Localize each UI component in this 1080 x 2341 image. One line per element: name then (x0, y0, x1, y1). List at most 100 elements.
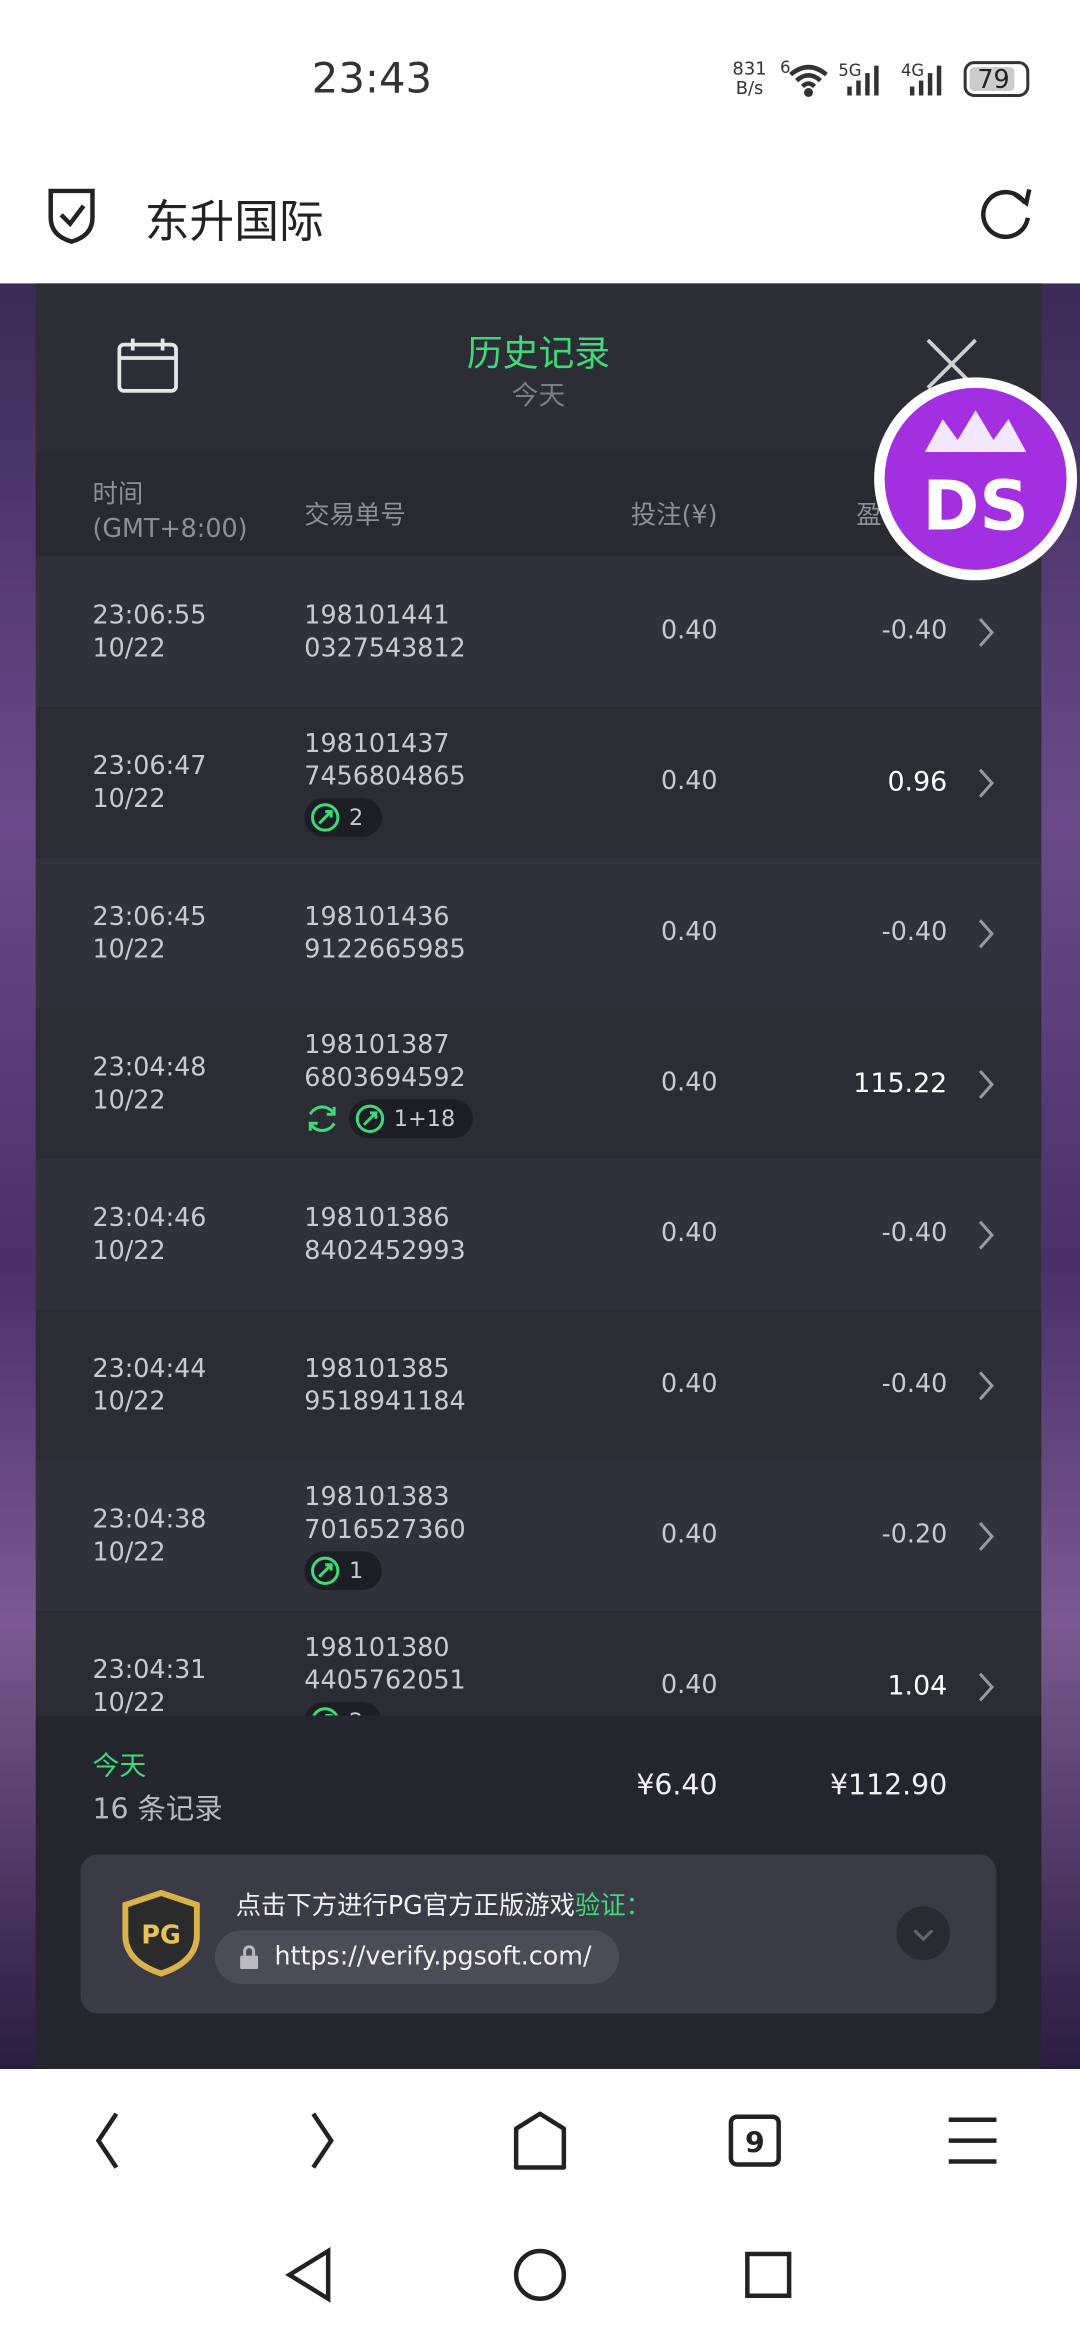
bet: 0.40 (661, 1068, 718, 1098)
id-cell: 198101441 0327543812 (304, 556, 465, 707)
time: 23:06:45 (92, 901, 207, 932)
battery (963, 61, 1030, 97)
badge-text: 2 (349, 1705, 363, 1715)
spin-icon (311, 803, 340, 832)
ds-logo-text: DS (922, 467, 1028, 547)
record-row[interactable]: 23:04:44 10/22 198101385 9518941184 0.40 -0.4… (35, 1309, 1042, 1461)
net-speed-value: 831 (732, 58, 767, 80)
time-cell: 23:04:38 10/22 (92, 1460, 206, 1611)
badge-row: 1+18 (304, 1099, 474, 1139)
record-row[interactable]: 23:04:46 10/22 198101386 8402452993 0.40 -0.4… (35, 1159, 1042, 1310)
forward-button[interactable] (311, 2112, 334, 2169)
reload-button[interactable] (976, 185, 1036, 245)
transaction-id: 8402452993 (304, 1235, 466, 1266)
badge: 2 (304, 798, 382, 837)
record-row[interactable]: 23:04:38 10/22 198101383 7016527360 1 0.40 -0.… (35, 1460, 1042, 1612)
col-id: 交易单号 (304, 501, 406, 532)
id-cell: 198101383 7016527360 1 (304, 1460, 466, 1611)
record-row[interactable]: 23:04:48 10/22 198101387 6803694592 1+18 0.40… (35, 1008, 1042, 1160)
badge-row: 2 (304, 798, 465, 837)
summary-bet: ¥6.40 (636, 1769, 718, 1802)
sys-recent[interactable] (745, 2251, 792, 2298)
col-timezone: (GMT+8:00) (92, 514, 248, 545)
time: 23:04:31 (92, 1655, 207, 1685)
transaction-id: 0327543812 (304, 633, 466, 664)
transaction-id: 198101387 (304, 1030, 450, 1061)
modal-title: 历史记录 (466, 332, 611, 375)
banner-text: 点击下方进行PG官方正版游戏验证： (236, 1884, 651, 1921)
badge-row: 2 (304, 1702, 465, 1716)
sys-home[interactable] (513, 2248, 567, 2301)
sys-back[interactable] (285, 2246, 331, 2303)
record-row[interactable]: 23:06:45 10/22 198101436 9122665985 0.40 -0.4… (35, 857, 1042, 1009)
banner-link-word: 验证 (574, 1891, 626, 1922)
shield-icon[interactable] (45, 185, 99, 245)
record-row[interactable]: 23:06:47 10/22 198101437 7456804865 2 0.40 0.9… (35, 707, 1042, 858)
pg-badge: PG (122, 1889, 200, 1977)
wifi-dot (804, 88, 813, 97)
battery-label: 79 (977, 64, 1009, 94)
transaction-id: 7456804865 (304, 762, 466, 793)
profit: -0.40 (881, 1218, 948, 1249)
net-speed: 831 B/s (732, 58, 767, 99)
status-time: 23:43 (311, 53, 433, 103)
chevron (978, 1070, 994, 1099)
time-cell: 23:04:48 10/22 (92, 1008, 206, 1159)
chevron (978, 1371, 994, 1401)
verify-banner[interactable]: PG 点击下方进行PG官方正版游戏验证： https://verify.pgso… (80, 1854, 997, 2014)
badge-text: 1+18 (393, 1105, 456, 1133)
transaction-id: 6803694592 (304, 1063, 466, 1094)
record-row[interactable]: 23:06:55 10/22 198101441 0327543812 0.40 -0.4… (35, 556, 1042, 708)
bet: 0.40 (661, 766, 718, 797)
badge: 2 (304, 1702, 382, 1716)
battery-level (969, 67, 1015, 91)
chevron (978, 618, 994, 647)
chevron (978, 919, 994, 949)
menu-button[interactable] (948, 2117, 997, 2164)
transaction-id: 198101441 (304, 600, 450, 631)
transaction-id: 9122665985 (304, 934, 466, 965)
net-speed-unit: B/s (735, 77, 764, 99)
transaction-id: 198101380 (304, 1633, 450, 1664)
verify-url[interactable]: https://verify.pgsoft.com/ (214, 1930, 619, 1984)
expand-button[interactable] (895, 1905, 952, 1962)
transaction-id: 198101383 (304, 1482, 450, 1513)
sig1-bars (847, 65, 879, 96)
ds-logo[interactable]: DS (871, 374, 1080, 583)
summary-label: 今天 (92, 1751, 147, 1783)
record-list: 23:06:55 10/22 198101441 0327543812 0.40 -0.4… (35, 556, 1042, 1716)
bet: 0.40 (661, 1670, 718, 1701)
profit: -0.20 (881, 1520, 948, 1550)
back-button[interactable] (95, 2112, 119, 2169)
status-icons: 6 5G 4G 79 (780, 58, 1030, 97)
transaction-id: 198101436 (304, 901, 450, 932)
badge: 1 (304, 1551, 382, 1591)
modal-header: 历史记录 今天 (35, 283, 1042, 451)
time-cell: 23:06:55 10/22 (92, 556, 206, 707)
time-cell: 23:06:45 10/22 (92, 858, 206, 1009)
badge-text: 1 (349, 1557, 364, 1585)
chevron (978, 1672, 994, 1702)
col-bet: 投注(¥) (630, 501, 718, 532)
time: 23:04:48 (92, 1052, 207, 1083)
bet: 0.40 (661, 1520, 718, 1550)
profit: -0.40 (881, 1369, 948, 1400)
date: 10/22 (92, 1235, 166, 1266)
wifi-label: 6 (780, 58, 790, 77)
calendar-button[interactable] (116, 337, 179, 394)
time-cell: 23:06:47 10/22 (92, 707, 206, 858)
time: 23:06:47 (92, 751, 207, 781)
home-button[interactable] (513, 2111, 567, 2170)
tabs-button[interactable] (728, 2114, 781, 2167)
transaction-id: 198101437 (304, 729, 450, 760)
date: 10/22 (92, 1386, 166, 1417)
history-modal: 历史记录 今天 时间 (GMT+8:00) 交易单号 投注(¥) 盈亏(¥) 2… (35, 283, 1042, 2070)
sig2-bars (909, 65, 942, 96)
id-cell: 198101436 9122665985 (304, 858, 465, 1009)
summary-profit: ¥112.90 (830, 1769, 948, 1802)
browser-nav: 9 (0, 2069, 1080, 2341)
profit: -0.40 (881, 917, 948, 948)
